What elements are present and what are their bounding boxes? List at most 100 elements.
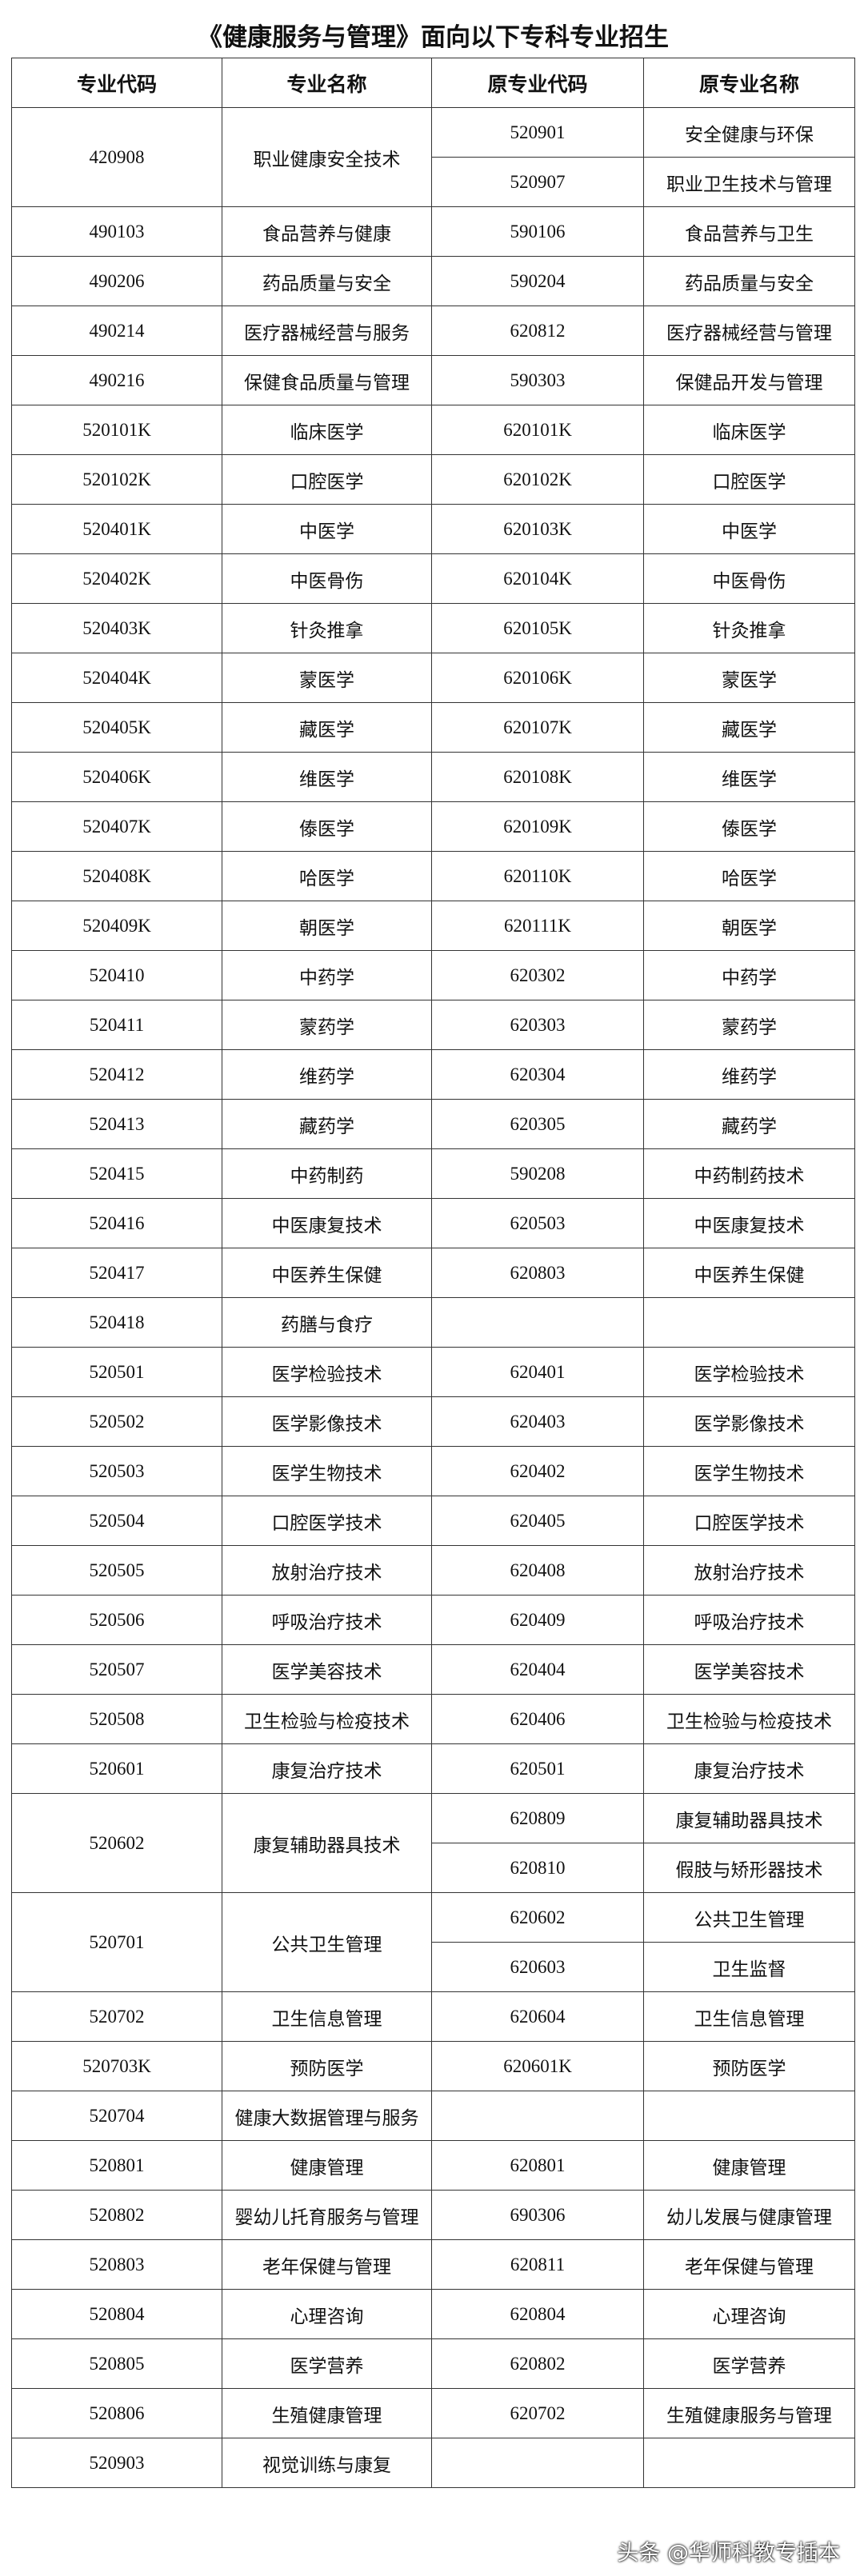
table-row: 520407K 傣医学 620109K 傣医学 xyxy=(11,801,855,852)
name-cell: 医学影像技术 xyxy=(222,1396,432,1447)
table-row: 520903 视觉训练与康复 xyxy=(11,2438,855,2488)
orig-code-cell: 620702 xyxy=(431,2388,644,2438)
code-cell: 520701 xyxy=(11,1892,222,1992)
orig-name-cell: 老年保健与管理 xyxy=(643,2239,855,2290)
name-cell: 心理咨询 xyxy=(222,2289,432,2339)
orig-name-cell: 放射治疗技术 xyxy=(643,1545,855,1596)
name-cell: 蒙药学 xyxy=(222,1000,432,1050)
table-row: 490206 药品质量与安全 590204 药品质量与安全 xyxy=(11,256,855,306)
code-cell: 490214 xyxy=(11,306,222,356)
table-row: 520804 心理咨询 620804 心理咨询 xyxy=(11,2289,855,2339)
name-cell: 婴幼儿托育服务与管理 xyxy=(222,2190,432,2240)
code-cell: 520802 xyxy=(11,2190,222,2240)
code-cell: 520406K xyxy=(11,752,222,802)
orig-name-cell: 预防医学 xyxy=(643,2041,855,2091)
orig-name-cell: 口腔医学技术 xyxy=(643,1496,855,1546)
table: 《健康服务与管理》面向以下专科专业招生 专业代码 专业名称 原专业代码 原专业名称 42… xyxy=(11,11,855,2488)
orig-name-cell: 医学生物技术 xyxy=(643,1446,855,1496)
orig-code-cell: 620801 xyxy=(431,2140,644,2191)
table-row: 520409K 朝医学 620111K 朝医学 xyxy=(11,901,855,951)
empty-cell xyxy=(431,2091,644,2141)
orig-name-cell: 卫生信息管理 xyxy=(643,1991,855,2042)
empty-cell xyxy=(643,1297,855,1348)
orig-code-cell: 620812 xyxy=(431,306,644,356)
code-cell: 490103 xyxy=(11,206,222,257)
table-row: 520805 医学营养 620802 医学营养 xyxy=(11,2338,855,2389)
code-cell: 520508 xyxy=(11,1694,222,1744)
orig-code-cell: 620406 xyxy=(431,1694,644,1744)
orig-name-cell: 中药学 xyxy=(643,950,855,1000)
table-row: 520410 中药学 620302 中药学 xyxy=(11,950,855,1000)
code-cell: 520404K xyxy=(11,653,222,703)
table-row: 520418 药膳与食疗 xyxy=(11,1297,855,1348)
orig-name-cell: 呼吸治疗技术 xyxy=(643,1595,855,1645)
name-cell: 中医骨伤 xyxy=(222,553,432,604)
orig-code-cell: 620107K xyxy=(431,702,644,753)
name-cell: 蒙医学 xyxy=(222,653,432,703)
code-cell: 520415 xyxy=(11,1148,222,1199)
title-row: 《健康服务与管理》面向以下专科专业招生 xyxy=(11,11,855,58)
empty-cell xyxy=(643,2091,855,2141)
orig-code-cell: 620604 xyxy=(431,1991,644,2042)
empty-cell xyxy=(431,1297,644,1348)
orig-code-cell: 620104K xyxy=(431,553,644,604)
orig-name-cell: 中医学 xyxy=(643,504,855,554)
table-row: 490103 食品营养与健康 590106 食品营养与卫生 xyxy=(11,206,855,257)
table-row: 520412 维药学 620304 维药学 xyxy=(11,1049,855,1100)
orig-name-cell: 中医康复技术 xyxy=(643,1198,855,1248)
code-cell: 520411 xyxy=(11,1000,222,1050)
orig-name-cell: 朝医学 xyxy=(643,901,855,951)
code-cell: 520805 xyxy=(11,2338,222,2389)
name-cell: 健康大数据管理与服务 xyxy=(222,2091,432,2141)
name-cell: 食品营养与健康 xyxy=(222,206,432,257)
orig-name-cell: 幼儿发展与健康管理 xyxy=(643,2190,855,2240)
orig-code-cell: 620305 xyxy=(431,1099,644,1149)
name-cell: 康复辅助器具技术 xyxy=(222,1793,432,1893)
orig-name-cell: 心理咨询 xyxy=(643,2289,855,2339)
orig-name-cell: 藏医学 xyxy=(643,702,855,753)
name-cell: 藏医学 xyxy=(222,702,432,753)
orig-name-cell: 安全健康与环保 xyxy=(643,107,855,158)
code-cell: 520602 xyxy=(11,1793,222,1893)
table-row: 520101K 临床医学 620101K 临床医学 xyxy=(11,405,855,455)
code-cell: 520402K xyxy=(11,553,222,604)
name-cell: 医学营养 xyxy=(222,2338,432,2389)
orig-code-cell: 620106K xyxy=(431,653,644,703)
table-row: 520404K 蒙医学 620106K 蒙医学 xyxy=(11,653,855,703)
name-cell: 医疗器械经营与服务 xyxy=(222,306,432,356)
orig-name-cell: 蒙医学 xyxy=(643,653,855,703)
code-cell: 520507 xyxy=(11,1644,222,1695)
orig-name-cell: 医学营养 xyxy=(643,2338,855,2389)
orig-name-cell: 哈医学 xyxy=(643,851,855,901)
name-cell: 藏药学 xyxy=(222,1099,432,1149)
empty-cell xyxy=(643,2438,855,2488)
orig-name-cell: 口腔医学 xyxy=(643,454,855,505)
table-row: 520102K 口腔医学 620102K 口腔医学 xyxy=(11,454,855,505)
orig-name-cell: 食品营养与卫生 xyxy=(643,206,855,257)
code-cell: 520505 xyxy=(11,1545,222,1596)
orig-code-cell: 620404 xyxy=(431,1644,644,1695)
orig-name-cell: 健康管理 xyxy=(643,2140,855,2191)
code-cell: 520704 xyxy=(11,2091,222,2141)
name-cell: 维药学 xyxy=(222,1049,432,1100)
table-row: 520502 医学影像技术 620403 医学影像技术 xyxy=(11,1396,855,1447)
orig-code-cell: 620811 xyxy=(431,2239,644,2290)
orig-code-cell: 620503 xyxy=(431,1198,644,1248)
orig-name-cell: 中医骨伤 xyxy=(643,553,855,604)
code-cell: 520401K xyxy=(11,504,222,554)
name-cell: 公共卫生管理 xyxy=(222,1892,432,1992)
orig-code-cell: 620408 xyxy=(431,1545,644,1596)
code-cell: 520408K xyxy=(11,851,222,901)
name-cell: 中医康复技术 xyxy=(222,1198,432,1248)
orig-code-cell: 590204 xyxy=(431,256,644,306)
table-row: 520701 公共卫生管理 620602 公共卫生管理 xyxy=(11,1892,855,1992)
orig-name-cell: 维药学 xyxy=(643,1049,855,1100)
orig-name-cell: 医学美容技术 xyxy=(643,1644,855,1695)
table-row: 490216 保健食品质量与管理 590303 保健品开发与管理 xyxy=(11,355,855,405)
table-row: 520504 口腔医学技术 620405 口腔医学技术 xyxy=(11,1496,855,1546)
table-row: 520408K 哈医学 620110K 哈医学 xyxy=(11,851,855,901)
orig-name-cell: 医学检验技术 xyxy=(643,1347,855,1397)
orig-code-cell: 620401 xyxy=(431,1347,644,1397)
name-cell: 临床医学 xyxy=(222,405,432,455)
